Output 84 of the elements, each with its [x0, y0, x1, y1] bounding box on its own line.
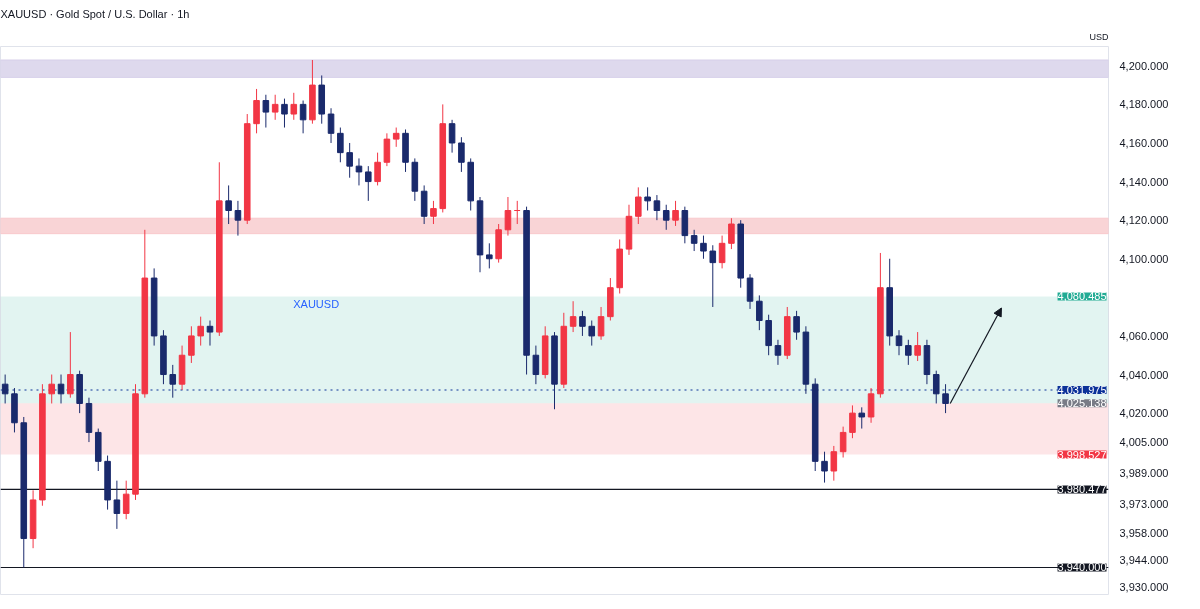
candlestick	[644, 186, 651, 212]
candlestick	[355, 157, 363, 186]
candlestick	[122, 480, 130, 520]
candlestick	[206, 320, 214, 347]
candlestick	[448, 119, 456, 154]
candlestick	[914, 331, 921, 362]
candlestick	[728, 217, 735, 250]
annotation: XAUUSD	[293, 298, 340, 311]
candlestick	[299, 100, 307, 134]
candlestick	[197, 316, 204, 347]
candlestick	[392, 127, 400, 148]
y-tick-label: 4,140.000	[1119, 175, 1169, 188]
band-label: 4,080.485	[1057, 290, 1107, 303]
y-tick-label: 3,958.000	[1119, 526, 1169, 539]
candlestick	[932, 370, 940, 404]
candlestick	[821, 451, 828, 484]
chart-title: XAUUSD · Gold Spot / U.S. Dollar · 1h	[0, 7, 190, 20]
y-tick-label: 3,973.000	[1119, 497, 1169, 510]
candlestick	[281, 98, 288, 129]
candlestick	[337, 127, 344, 163]
candlestick	[1, 374, 9, 404]
candlestick	[532, 345, 540, 385]
candlestick	[486, 242, 493, 269]
candlestick	[569, 300, 577, 333]
candlestick	[169, 364, 177, 399]
candlestick	[895, 329, 903, 356]
candlestick	[653, 194, 661, 221]
candlestick	[672, 200, 679, 227]
candlestick	[774, 339, 782, 366]
y-tick-label: 3,930.000	[1119, 580, 1169, 593]
candlestick	[67, 331, 74, 399]
y-tick-label: 4,040.000	[1119, 368, 1169, 381]
y-tick-label: 4,020.000	[1119, 407, 1169, 420]
text: USD	[1089, 31, 1109, 42]
y-tick-label: 3,944.000	[1119, 553, 1169, 566]
candlestick	[383, 132, 391, 167]
candlestick	[839, 426, 847, 458]
y-tick-label: 4,180.000	[1119, 98, 1169, 111]
candlestick	[867, 387, 875, 424]
y-tick-label: 4,200.000	[1119, 59, 1169, 72]
candlestick	[234, 200, 242, 237]
candlestick	[262, 94, 270, 129]
candlestick	[690, 229, 698, 252]
candlestick	[579, 310, 586, 337]
y-tick-label: 4,060.000	[1119, 329, 1169, 342]
y-tick-label: 3,989.000	[1119, 466, 1169, 479]
candlestick	[327, 107, 335, 144]
ref-line-label: 3,940.000	[1057, 561, 1107, 574]
y-tick-label: 4,005.000	[1119, 436, 1169, 449]
y-tick-label: 4,100.000	[1119, 252, 1169, 265]
candlestick	[700, 235, 707, 260]
candlestick	[746, 273, 754, 310]
y-tick-label: 4,120.000	[1119, 214, 1169, 227]
candlestick	[709, 244, 717, 308]
candlestick	[290, 92, 298, 121]
candlestick	[662, 204, 670, 231]
candlestick	[849, 404, 856, 439]
candlestick	[588, 320, 596, 347]
candlestick	[113, 480, 121, 530]
ref-line-label: 4,031.975	[1057, 384, 1107, 397]
candlestick	[225, 184, 232, 225]
band-label: 3,998.527	[1057, 448, 1107, 461]
candlestick	[48, 374, 55, 404]
candlestick	[504, 196, 512, 237]
candlestick	[793, 310, 800, 341]
candlestick	[635, 186, 642, 225]
candlestick	[942, 383, 949, 414]
candlestick	[374, 152, 381, 186]
candlestick	[718, 235, 726, 269]
candlestick	[346, 142, 353, 179]
candlestick	[597, 306, 605, 341]
annotation: 4,025.138	[1057, 397, 1107, 410]
candlestick	[858, 406, 866, 430]
y-tick-label: 4,160.000	[1119, 136, 1169, 149]
candlestick	[364, 165, 372, 202]
candlestick	[430, 200, 437, 225]
candlestick	[253, 88, 260, 134]
candlestick	[756, 294, 763, 331]
candlestick	[905, 339, 912, 366]
candlestick	[830, 445, 838, 482]
candlestick	[271, 94, 279, 121]
ref-line-label: 3,980.477	[1057, 483, 1107, 496]
candlestick	[188, 325, 195, 364]
candlestick	[458, 136, 465, 173]
